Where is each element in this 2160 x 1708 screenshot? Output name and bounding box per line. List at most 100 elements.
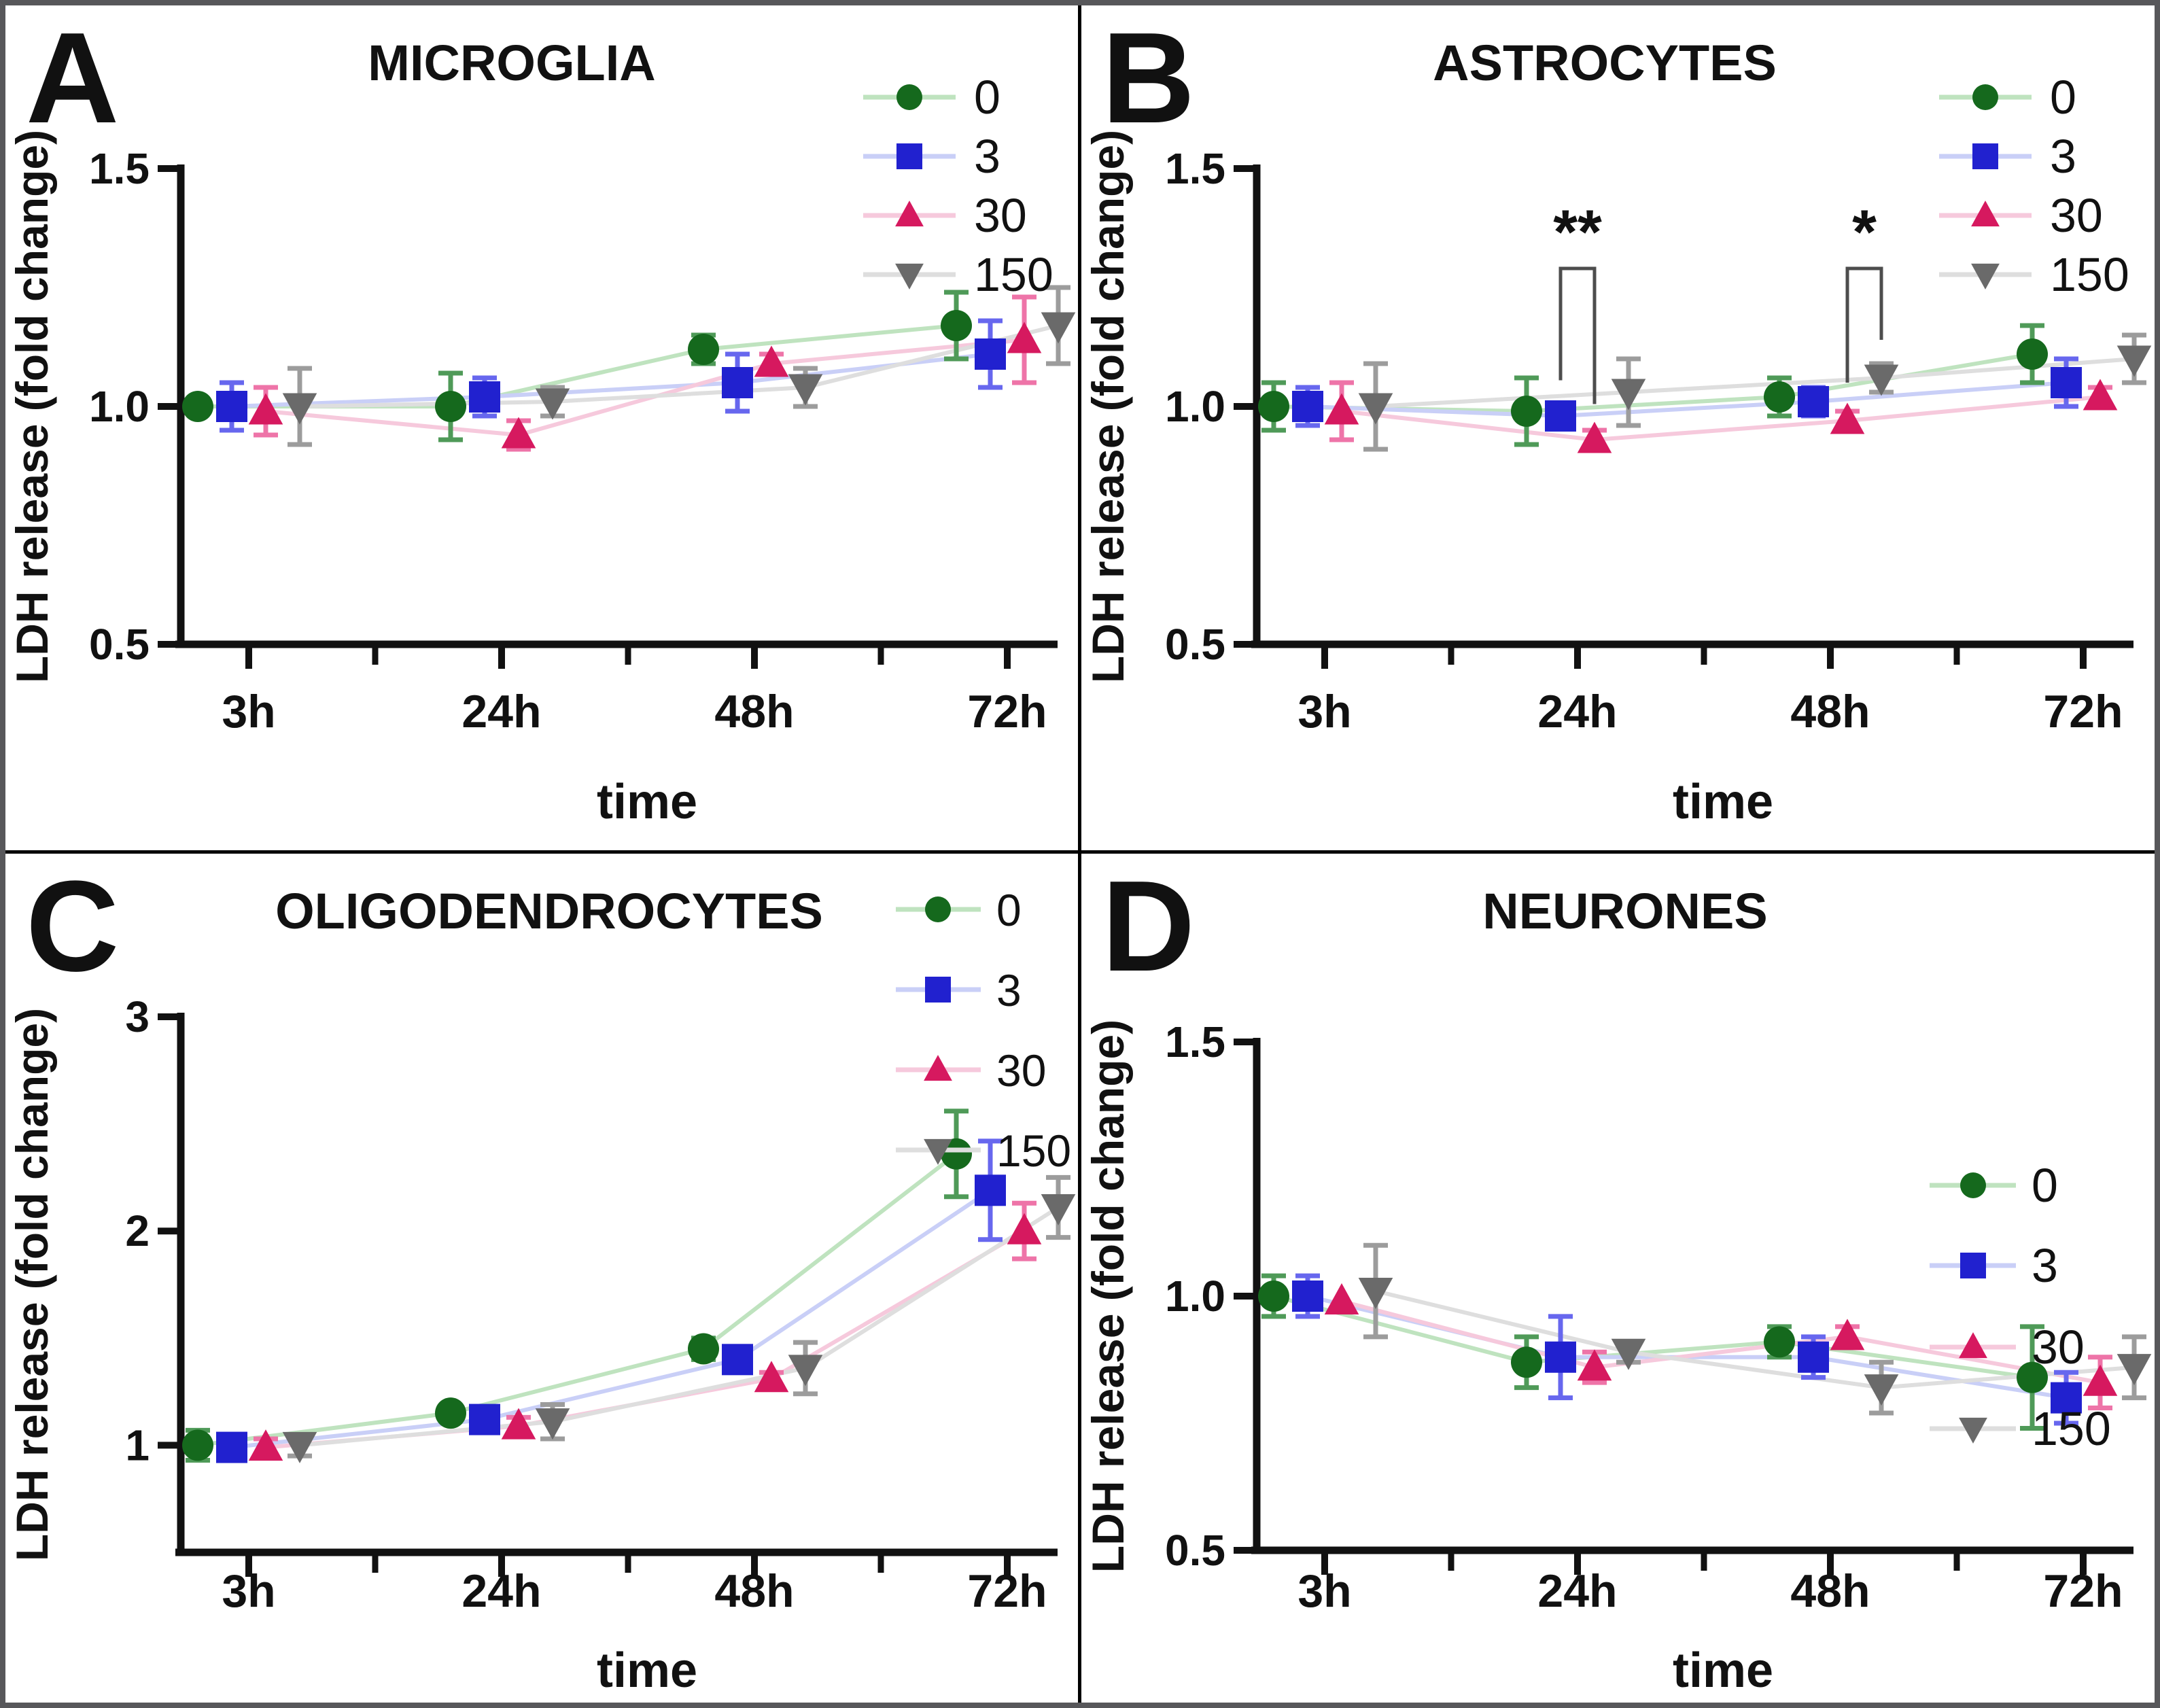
y-axis-title: LDH release (fold change) xyxy=(1083,130,1133,683)
panel-divider-vertical xyxy=(1078,5,1081,1703)
panel-c-oligodendrocytes-chart: 3 2 1 3h 24h 48h 72h time LDH release (fold chan… xyxy=(7,854,1076,1698)
series-3-marker xyxy=(722,367,753,398)
series-3-marker xyxy=(1545,1341,1576,1373)
x-tick-label: 72h xyxy=(2043,1565,2123,1617)
panel-letter: B xyxy=(1102,6,1195,150)
series-3-marker xyxy=(1292,1280,1323,1312)
series-0-marker xyxy=(688,334,719,365)
series-3-line xyxy=(1307,381,2067,419)
x-axis-title: time xyxy=(1673,1643,1773,1698)
series-3-marker xyxy=(722,1344,753,1376)
series-0-marker xyxy=(2017,338,2048,370)
series-3-line xyxy=(231,1188,992,1450)
legend-150-marker xyxy=(1959,1417,1987,1444)
panel-d-neurones-chart: 1.5 1.0 0.5 3h 24h 48h 72h time LDH release (fol… xyxy=(1083,854,2152,1698)
series-0-marker xyxy=(182,1429,213,1461)
legend-30-marker xyxy=(895,201,924,227)
series-30-line xyxy=(265,338,1025,438)
series-0-marker xyxy=(1511,396,1542,427)
x-tick-label: 72h xyxy=(967,1565,1047,1617)
series-30-marker xyxy=(1830,402,1865,434)
significance-label: ** xyxy=(1553,198,1602,267)
legend-3-label: 3 xyxy=(996,965,1022,1015)
x-tick-label: 3h xyxy=(1297,686,1351,737)
series-150-marker xyxy=(1611,1338,1646,1370)
x-tick-label: 24h xyxy=(461,1565,541,1617)
series-30-marker xyxy=(1007,321,1042,353)
legend-150-marker xyxy=(895,263,924,290)
series-150-marker xyxy=(1611,379,1646,411)
series-150-line xyxy=(1375,1289,2135,1390)
panel-title: NEURONES xyxy=(1482,883,1767,939)
series-150-line xyxy=(299,324,1059,408)
legend-150-marker xyxy=(1971,263,2000,290)
series-0-marker xyxy=(688,1333,719,1365)
series-30-marker xyxy=(754,1361,789,1393)
series-150-marker xyxy=(282,1431,317,1463)
y-axis-title: LDH release (fold change) xyxy=(1083,1019,1133,1573)
y-axis-title: LDH release (fold change) xyxy=(7,130,57,683)
series-3-marker xyxy=(216,391,247,422)
legend-0-marker xyxy=(1960,1172,1986,1198)
series-150-marker xyxy=(1864,364,1899,396)
y-tick-label: 1.5 xyxy=(89,144,150,193)
panel-title: ASTROCYTES xyxy=(1433,35,1777,91)
legend-0-label: 0 xyxy=(2050,71,2076,124)
panel-letter: D xyxy=(1102,854,1195,998)
y-tick-label: 0.5 xyxy=(89,620,150,669)
series-0-marker xyxy=(435,1397,466,1429)
series-150-marker xyxy=(535,1408,570,1440)
series-150-marker xyxy=(788,1355,823,1387)
series-150-line xyxy=(299,1205,1060,1448)
panel-b-astrocytes-chart: 1.5 1.0 0.5 3h 24h 48h 72h time LDH release (fol… xyxy=(1083,6,2152,829)
series-30-marker xyxy=(1007,1213,1042,1244)
legend-30-label: 30 xyxy=(996,1045,1046,1096)
series-30-marker xyxy=(2083,379,2118,411)
series-150-marker xyxy=(1358,393,1393,425)
series-30-marker xyxy=(2083,1364,2118,1396)
x-tick-label: 3h xyxy=(222,1565,275,1617)
panel-title: MICROGLIA xyxy=(368,35,655,91)
x-tick-label: 48h xyxy=(1790,686,1870,737)
legend-30-marker xyxy=(1971,201,2000,227)
panel-letter: A xyxy=(26,6,119,150)
x-tick-label: 24h xyxy=(461,686,541,737)
x-tick-label: 72h xyxy=(967,686,1047,737)
panel-letter: C xyxy=(26,854,119,998)
series-3-marker xyxy=(1292,391,1323,422)
x-tick-label: 3h xyxy=(1297,1565,1351,1617)
series-150-marker xyxy=(2117,345,2152,377)
x-axis-title: time xyxy=(597,1643,697,1698)
series-150-marker xyxy=(282,393,317,425)
series-3-marker xyxy=(1798,386,1829,417)
series-150-line xyxy=(1375,357,2135,408)
significance-bracket xyxy=(1845,266,1883,383)
x-tick-label: 3h xyxy=(222,686,275,737)
y-tick-label: 2 xyxy=(125,1206,150,1255)
series-30-marker xyxy=(248,1429,283,1461)
x-tick-label: 48h xyxy=(714,686,794,737)
legend-0-marker xyxy=(925,896,951,922)
y-tick-label: 0.5 xyxy=(1165,620,1225,669)
legend-3-marker xyxy=(1972,143,1998,169)
significance-bracket xyxy=(1558,266,1597,404)
legend-150-label: 150 xyxy=(2050,248,2129,301)
series-0-marker xyxy=(1764,1326,1795,1358)
legend-3-marker xyxy=(1960,1253,1986,1278)
y-axis-title: LDH release (fold change) xyxy=(7,1008,57,1561)
series-3-marker xyxy=(1798,1341,1829,1373)
series-150-marker xyxy=(1358,1277,1393,1309)
legend-0-label: 0 xyxy=(996,885,1022,935)
series-3-marker xyxy=(975,338,1006,370)
series-0-line xyxy=(197,1152,958,1448)
series-150-marker xyxy=(1041,312,1076,344)
legend-0-label: 0 xyxy=(974,71,1000,124)
series-150-marker xyxy=(2117,1354,2152,1386)
y-tick-label: 1.0 xyxy=(1165,1272,1225,1321)
x-axis-title: time xyxy=(1673,775,1773,829)
series-3-marker xyxy=(469,1404,500,1435)
y-tick-label: 3 xyxy=(125,992,150,1041)
y-tick-label: 0.5 xyxy=(1165,1526,1225,1575)
legend-30-label: 30 xyxy=(2050,189,2103,242)
series-30-marker xyxy=(754,345,789,377)
